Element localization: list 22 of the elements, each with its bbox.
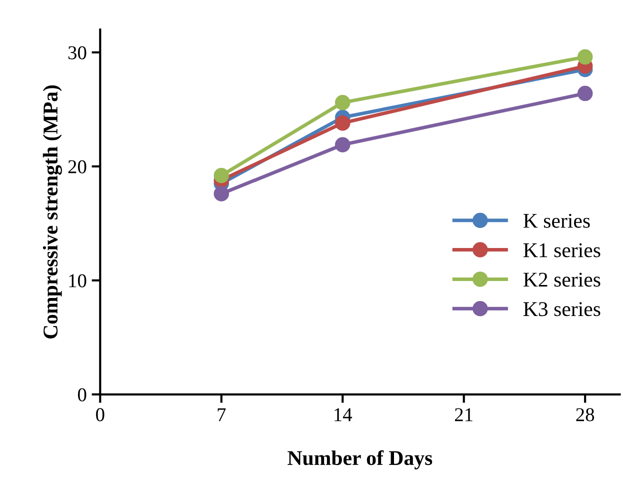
point: [577, 86, 593, 102]
x-tick-label: 21: [454, 408, 472, 422]
x-tick-label: 28: [576, 408, 594, 422]
legend-label: K series: [523, 214, 590, 228]
y-tick-label: 30: [68, 46, 86, 60]
y-tick-label: 10: [69, 274, 86, 288]
point: [334, 137, 350, 152]
legend-label: K1 series: [523, 243, 600, 258]
point: [334, 94, 350, 110]
x-axis-title: Number of Days: [288, 450, 432, 470]
y-tick-label: 20: [68, 160, 86, 174]
point: [214, 168, 230, 184]
x-tick-label: 7: [218, 408, 226, 422]
legend-label: K3 series: [523, 302, 600, 316]
point: [334, 115, 350, 131]
legend-label: K2 series: [523, 272, 600, 287]
y-axis-title: Compressive strength (MPa): [42, 85, 62, 338]
point: [577, 49, 593, 65]
point: [214, 186, 230, 202]
x-tick-label: 14: [334, 408, 352, 422]
y-tick-label: 0: [78, 388, 86, 402]
x-tick-label: 0: [96, 408, 104, 422]
